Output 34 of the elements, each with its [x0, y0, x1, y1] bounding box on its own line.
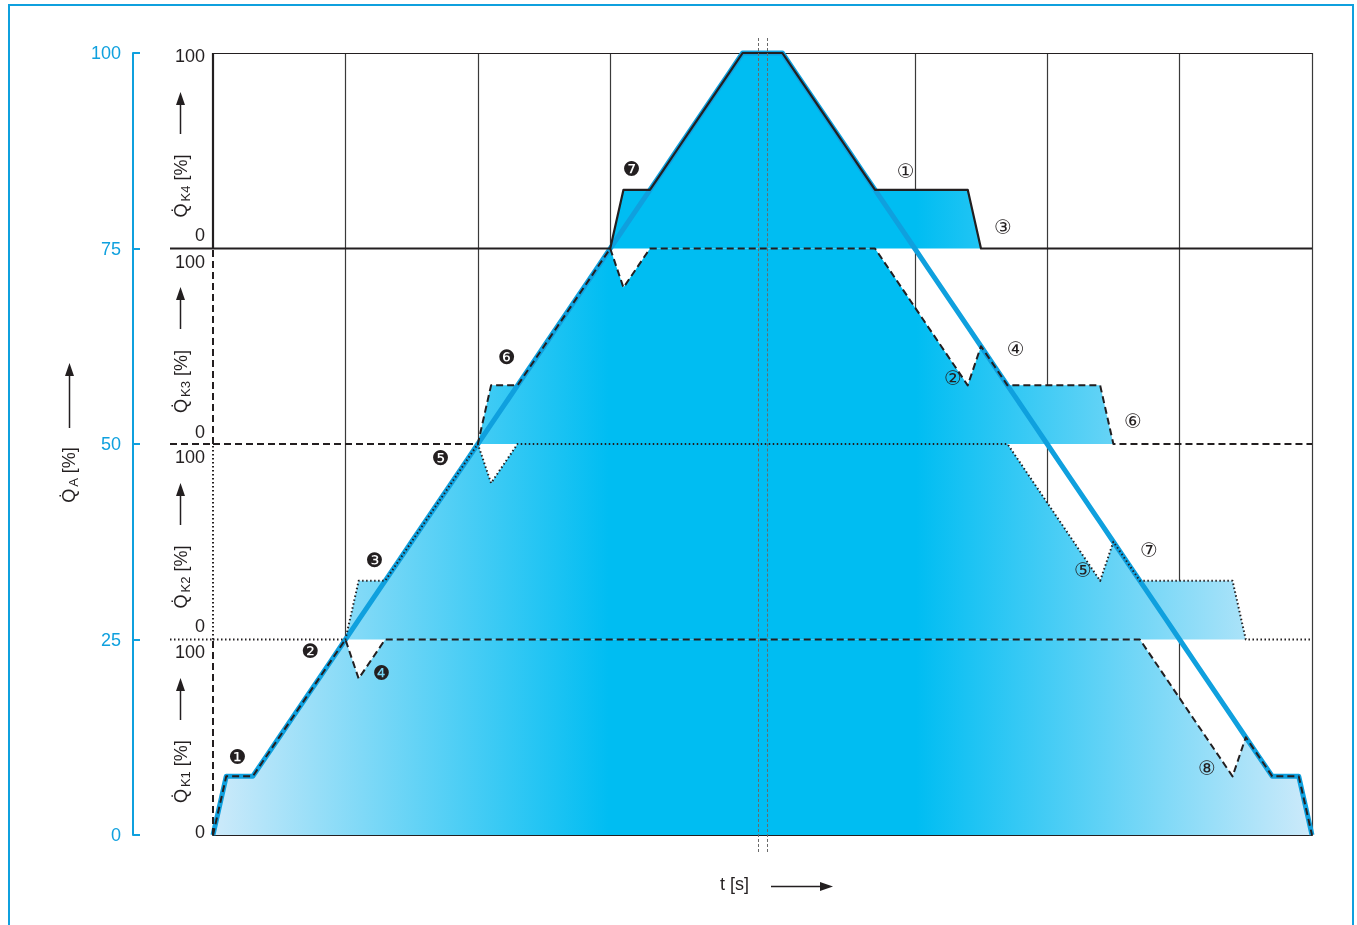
y-tick-label: 50	[100, 434, 121, 454]
text: 0	[194, 224, 205, 245]
text: 100	[174, 252, 205, 273]
annotation: ❼	[622, 157, 641, 182]
y-axis-title: Q̇A [%]	[59, 447, 82, 503]
text: Q̇K4 [%]	[170, 154, 193, 218]
text: Q̇K3 [%]	[170, 349, 193, 413]
text: 100	[174, 446, 205, 467]
annotation: ❷	[301, 638, 320, 663]
text: 0	[194, 822, 205, 843]
annotation: ⑦	[1139, 537, 1158, 562]
annotation: ❻	[497, 344, 516, 369]
text: 0	[194, 615, 205, 636]
annotation: ①	[896, 159, 915, 184]
annotation: ⑧	[1197, 755, 1216, 780]
annotation: ⑤	[1073, 557, 1092, 582]
annotation: ❹	[372, 660, 391, 685]
annotation: ❶	[228, 744, 247, 769]
y-tick-label: 75	[100, 238, 121, 259]
y-tick-label: 0	[110, 825, 121, 845]
annotation: ④	[1006, 337, 1025, 362]
text: 0	[194, 422, 205, 443]
y-tick-label: 25	[100, 629, 121, 650]
text: 100	[174, 642, 205, 663]
annotation: ③	[993, 215, 1012, 240]
annotation: ⑥	[1123, 408, 1142, 433]
annotation: ❺	[431, 445, 450, 470]
text: Q̇K1 [%]	[170, 740, 193, 804]
y-tick-label: 100	[90, 43, 121, 63]
x-axis-title: t [s]	[719, 874, 750, 894]
text: Q̇K2 [%]	[170, 545, 193, 609]
annotation: ❸	[365, 547, 384, 572]
annotation: ②	[943, 366, 962, 390]
text: 100	[174, 46, 205, 67]
